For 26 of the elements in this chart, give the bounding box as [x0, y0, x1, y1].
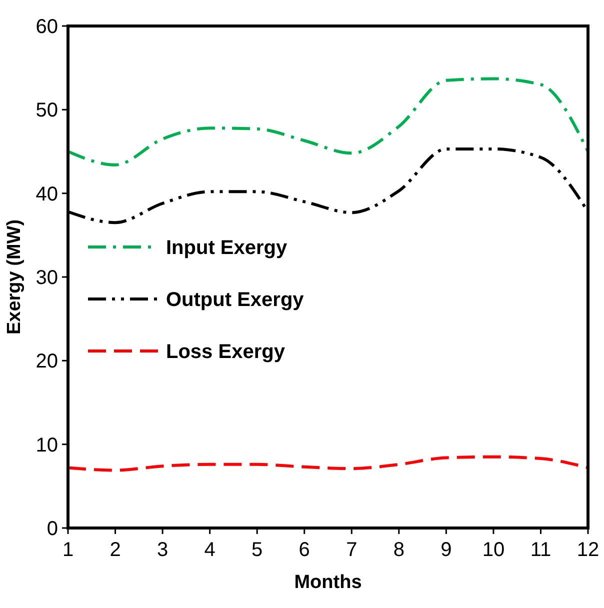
legend-label: Output Exergy — [166, 289, 305, 311]
x-tick-label: 12 — [576, 539, 600, 561]
y-tick-label: 50 — [36, 100, 58, 122]
legend-label: Loss Exergy — [166, 341, 286, 363]
y-tick-label: 60 — [36, 16, 58, 38]
y-tick-label: 40 — [36, 183, 58, 206]
legend-label: Input Exergy — [166, 237, 288, 259]
x-tick-label: 8 — [393, 539, 404, 561]
x-tick-label: 7 — [346, 539, 358, 561]
x-tick-label: 1 — [62, 539, 74, 561]
line-series — [66, 77, 590, 166]
x-tick-label: 5 — [252, 539, 263, 561]
x-tick-label: 11 — [530, 539, 552, 561]
x-tick-label: 4 — [204, 539, 216, 561]
x-tick-label: 3 — [156, 539, 168, 561]
line-series — [66, 455, 590, 472]
x-tick-label: 10 — [482, 539, 505, 561]
x-tick-label: 6 — [298, 539, 310, 561]
y-tick-label: 20 — [36, 350, 58, 373]
y-axis-title: Exergy (MW) — [4, 219, 25, 335]
x-axis-title: Months — [294, 572, 362, 593]
y-tick-label: 10 — [36, 434, 58, 456]
x-tick-label: 9 — [440, 539, 452, 561]
y-tick-label: 30 — [36, 267, 58, 289]
x-tick-label: 2 — [110, 539, 121, 561]
y-tick-label: 0 — [46, 518, 58, 540]
